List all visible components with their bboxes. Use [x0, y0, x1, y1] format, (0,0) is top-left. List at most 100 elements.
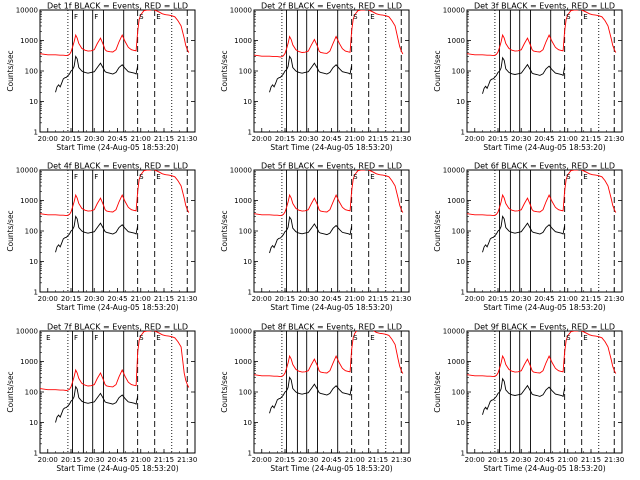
x-tick-label: 20:00	[252, 456, 272, 464]
x-tick-label: 20:15	[488, 295, 508, 303]
time-marker-label: F	[74, 13, 78, 21]
x-tick-label: 21:15	[368, 456, 388, 464]
x-tick-label: 20:45	[107, 456, 127, 464]
y-tick-label: 10000	[230, 7, 252, 15]
y-tick-label: 10000	[443, 167, 465, 175]
y-tick-label: 10	[29, 258, 38, 266]
y-tick-label: 10	[243, 258, 252, 266]
y-tick-label: 1	[248, 289, 252, 297]
panel-title: Det 2f BLACK = Events, RED = LLD	[261, 2, 402, 11]
x-tick-label: 21:30	[604, 456, 624, 464]
x-tick-label: 20:45	[534, 295, 554, 303]
y-axis-label: Counts/sec	[433, 210, 442, 251]
events-series-line	[482, 56, 566, 94]
y-tick-label: 1000	[234, 37, 252, 45]
x-tick-label: 21:15	[368, 135, 388, 143]
x-tick-label: 20:00	[38, 135, 58, 143]
y-axis-label: Counts/sec	[6, 210, 15, 251]
y-tick-label: 1	[248, 450, 252, 458]
time-marker-label: E	[46, 334, 50, 342]
x-tick-label: 21:15	[581, 456, 601, 464]
lld-series-line	[254, 331, 404, 378]
y-tick-label: 10	[243, 419, 252, 427]
x-tick-label: 21:00	[345, 295, 365, 303]
lld-series-line	[254, 10, 404, 58]
x-axis-label: Start Time (24-Aug-05 18:53:20)	[270, 143, 392, 152]
events-series-line	[269, 215, 353, 254]
y-axis-label: Counts/sec	[6, 50, 15, 91]
x-tick-label: 21:15	[581, 135, 601, 143]
panel-title: Det 6f BLACK = Events, RED = LLD	[474, 162, 615, 171]
time-marker-label: F	[94, 173, 98, 181]
y-tick-label: 1000	[447, 197, 465, 205]
y-tick-label: 10	[456, 419, 465, 427]
y-tick-label: 10	[243, 98, 252, 106]
lld-series-line	[467, 331, 617, 378]
plot-area	[467, 170, 617, 292]
time-marker-label: S	[566, 334, 571, 342]
y-tick-label: 1	[34, 129, 38, 137]
y-tick-label: 10000	[230, 167, 252, 175]
x-tick-label: 20:30	[511, 135, 531, 143]
x-tick-label: 20:00	[465, 135, 485, 143]
y-tick-label: 100	[452, 228, 465, 236]
time-marker-label: E	[370, 13, 374, 21]
detector-panel-3: Det 3f BLACK = Events, RED = LLD 1 10 100 10…	[433, 2, 624, 153]
y-tick-label: 10000	[16, 328, 38, 336]
x-tick-label: 20:00	[38, 295, 58, 303]
x-tick-label: 21:00	[558, 456, 578, 464]
x-tick-label: 20:15	[61, 135, 81, 143]
lld-series-line	[467, 170, 617, 217]
x-tick-label: 21:30	[391, 135, 411, 143]
time-marker-label: F	[94, 13, 98, 21]
y-tick-label: 1000	[234, 358, 252, 366]
x-tick-label: 20:15	[61, 295, 81, 303]
panel-title: Det 8f BLACK = Events, RED = LLD	[261, 323, 402, 332]
x-tick-label: 21:30	[604, 135, 624, 143]
x-tick-label: 20:30	[511, 456, 531, 464]
x-tick-label: 21:00	[131, 295, 151, 303]
lld-series-line	[40, 10, 190, 57]
x-tick-label: 21:00	[558, 295, 578, 303]
plot-area	[254, 170, 404, 292]
y-tick-label: 1000	[20, 197, 38, 205]
x-tick-label: 20:15	[488, 135, 508, 143]
time-marker-label: S	[353, 173, 358, 181]
x-tick-label: 20:00	[252, 135, 272, 143]
x-tick-label: 21:15	[154, 456, 174, 464]
plot-area	[467, 331, 617, 453]
y-axis-label: Counts/sec	[433, 371, 442, 412]
panel-title: Det 1f BLACK = Events, RED = LLD	[47, 2, 188, 11]
lld-series-line	[254, 170, 404, 217]
x-axis-label: Start Time (24-Aug-05 18:53:20)	[56, 303, 178, 312]
panel-title: Det 3f BLACK = Events, RED = LLD	[474, 2, 615, 11]
time-marker-label: E	[156, 173, 160, 181]
y-tick-label: 10000	[16, 7, 38, 15]
plot-area	[467, 10, 617, 132]
time-marker-label: E	[156, 13, 160, 21]
y-tick-label: 1000	[234, 197, 252, 205]
y-tick-label: 100	[25, 389, 38, 397]
x-tick-label: 20:30	[298, 135, 318, 143]
y-tick-label: 100	[25, 68, 38, 76]
detector-panel-6: Det 6f BLACK = Events, RED = LLD 1 10 100 10…	[433, 162, 624, 313]
y-tick-label: 1	[34, 450, 38, 458]
plot-area	[40, 331, 190, 453]
x-tick-label: 20:15	[275, 456, 295, 464]
y-tick-label: 100	[25, 228, 38, 236]
x-tick-label: 21:30	[177, 295, 197, 303]
events-series-line	[482, 377, 566, 415]
panel-title: Det 5f BLACK = Events, RED = LLD	[261, 162, 402, 171]
x-tick-label: 20:30	[84, 135, 104, 143]
time-marker-label: S	[353, 334, 358, 342]
detector-panel-9: Det 9f BLACK = Events, RED = LLD 1 10 100 10…	[433, 323, 624, 474]
x-tick-label: 20:45	[107, 135, 127, 143]
y-tick-label: 1	[34, 289, 38, 297]
y-tick-label: 10000	[16, 167, 38, 175]
events-series-line	[55, 55, 139, 93]
y-axis-label: Counts/sec	[220, 50, 229, 91]
time-marker-label: E	[583, 13, 587, 21]
detector-panel-1: Det 1f BLACK = Events, RED = LLD 1 10 100 10…	[6, 2, 197, 153]
x-tick-label: 20:00	[38, 456, 58, 464]
time-marker-label: S	[139, 334, 144, 342]
